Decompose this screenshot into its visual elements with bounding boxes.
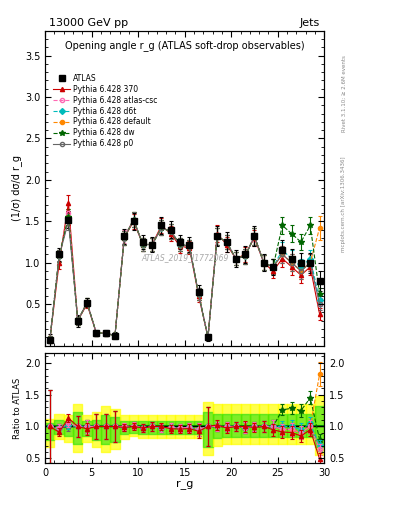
Text: Jets: Jets	[300, 18, 320, 28]
Text: Opening angle r_g (ATLAS soft-drop observables): Opening angle r_g (ATLAS soft-drop obser…	[65, 40, 305, 51]
Text: Rivet 3.1.10; ≥ 2.6M events: Rivet 3.1.10; ≥ 2.6M events	[342, 55, 346, 132]
Text: ATLAS_2019_I1772069: ATLAS_2019_I1772069	[141, 253, 228, 262]
Legend: ATLAS, Pythia 6.428 370, Pythia 6.428 atlas-csc, Pythia 6.428 d6t, Pythia 6.428 : ATLAS, Pythia 6.428 370, Pythia 6.428 at…	[52, 72, 159, 150]
Text: mcplots.cern.ch [arXiv:1306.3436]: mcplots.cern.ch [arXiv:1306.3436]	[342, 156, 346, 252]
Y-axis label: Ratio to ATLAS: Ratio to ATLAS	[13, 378, 22, 439]
X-axis label: r_g: r_g	[176, 480, 193, 489]
Text: 13000 GeV pp: 13000 GeV pp	[49, 18, 128, 28]
Y-axis label: (1/σ) dσ/d r_g: (1/σ) dσ/d r_g	[11, 155, 22, 221]
